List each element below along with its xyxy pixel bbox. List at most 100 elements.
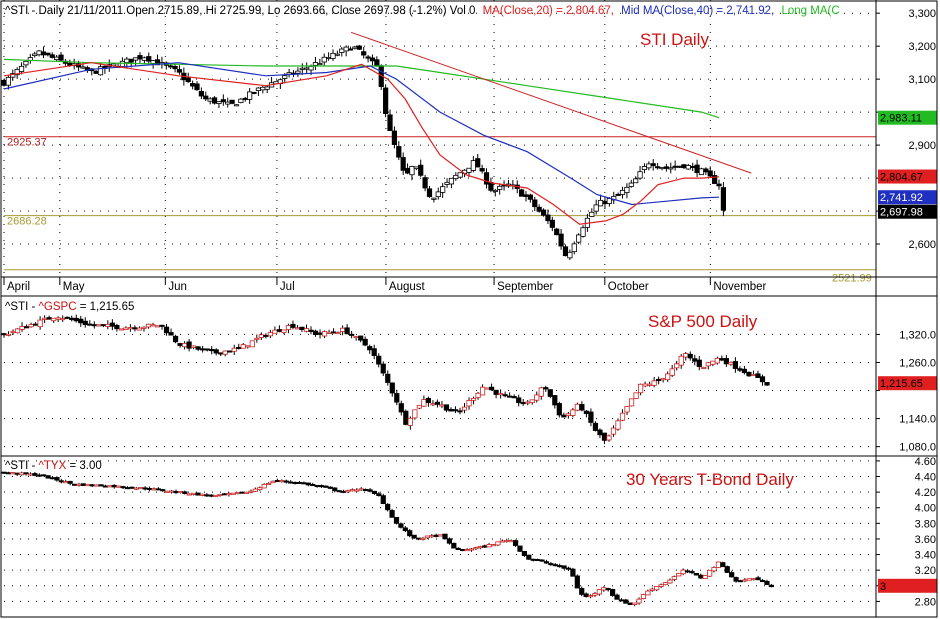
spx-candle-body bbox=[371, 348, 377, 356]
tyx-candle-body bbox=[310, 484, 316, 487]
spx-candle-body bbox=[416, 405, 422, 409]
sti-candle-body bbox=[198, 90, 204, 97]
sti-candle-body bbox=[141, 57, 147, 61]
tyx-candle-body bbox=[680, 569, 686, 575]
sti-candle-body bbox=[580, 227, 586, 237]
tyx-candle-body bbox=[420, 537, 426, 540]
spx-candle-body bbox=[236, 346, 242, 349]
sti-candle-body bbox=[703, 168, 709, 173]
tyx-candle-body bbox=[23, 472, 29, 475]
tyx-candle-body bbox=[751, 578, 757, 581]
spx-candle-body bbox=[502, 394, 508, 397]
spx-candle-body bbox=[245, 345, 251, 348]
tyx-candle-body bbox=[380, 495, 386, 505]
sti-candle-body bbox=[470, 160, 476, 171]
sti-candle-body bbox=[571, 243, 577, 253]
tyx-candle-body bbox=[327, 486, 333, 489]
tyx-candle-body bbox=[654, 585, 660, 591]
sti-candle-body bbox=[23, 60, 29, 66]
sti-candle-body bbox=[483, 172, 490, 185]
sti-value-tag-label: 2,983.11 bbox=[880, 113, 922, 125]
sti-candle-body bbox=[97, 66, 104, 76]
tyx-candle-body bbox=[579, 588, 585, 595]
tyx-candle-body bbox=[684, 570, 691, 573]
tyx-candle-body bbox=[460, 549, 466, 552]
spx-candle-body bbox=[60, 318, 66, 321]
spx-candle-body bbox=[728, 361, 734, 365]
spx-candle-body bbox=[23, 326, 30, 329]
spx-candle-body bbox=[227, 350, 233, 353]
tyx-candle-body bbox=[671, 576, 677, 580]
tyx-candle-body bbox=[345, 490, 351, 493]
tyx-candle-body bbox=[512, 540, 519, 546]
sti-candle-body bbox=[54, 56, 60, 61]
spx-candle-body bbox=[470, 397, 477, 401]
tyx-candle-body bbox=[623, 599, 629, 604]
spx-candle-body bbox=[69, 317, 75, 321]
spx-candle-body bbox=[403, 410, 409, 425]
tyx-candle-body bbox=[402, 527, 408, 532]
spx-candle-body bbox=[73, 317, 79, 322]
spx-candle-body bbox=[204, 348, 210, 351]
tyx-candle-body bbox=[504, 539, 510, 542]
spx-candle-body bbox=[764, 382, 770, 386]
tyx-candle-body bbox=[142, 487, 148, 490]
tyx-candle-body bbox=[521, 550, 527, 556]
spx-candle-body bbox=[105, 323, 111, 327]
spx-candle-body bbox=[321, 331, 328, 337]
tyx-candle-body bbox=[146, 488, 153, 491]
spx-candle-body bbox=[516, 397, 522, 404]
tyx-candle-body bbox=[711, 567, 717, 572]
tyx-candle-body bbox=[226, 492, 232, 496]
sti-candle-body bbox=[146, 56, 152, 62]
tyx-candle-body bbox=[693, 573, 699, 576]
spx-candle-body bbox=[511, 396, 517, 399]
sti-candle-body bbox=[646, 163, 652, 169]
spx-candle-body bbox=[1, 333, 7, 336]
tyx-candle-body bbox=[746, 578, 752, 581]
tyx-candle-body bbox=[407, 530, 413, 537]
sti-candle-body bbox=[137, 55, 143, 60]
sti-candle-body bbox=[347, 48, 354, 51]
spx-candle-body bbox=[141, 326, 147, 329]
spx-candle-body bbox=[479, 386, 486, 396]
tyx-value-tag-label: 3 bbox=[880, 581, 886, 593]
sti-candle-body bbox=[190, 83, 196, 87]
spx-candle-body bbox=[96, 324, 102, 327]
sti-candle-body bbox=[220, 99, 226, 103]
spx-candle-body bbox=[362, 338, 368, 346]
spx-candle-body bbox=[570, 409, 576, 416]
sti-candle-body bbox=[655, 166, 661, 169]
tyx-candle-body bbox=[288, 481, 294, 484]
tyx-candle-body bbox=[424, 535, 430, 539]
spx-candle-body bbox=[82, 320, 88, 325]
tyx-candle-body bbox=[565, 567, 572, 570]
sti-candle-body bbox=[330, 52, 336, 59]
tyx-candle-body bbox=[438, 534, 444, 537]
tyx-candle-body bbox=[76, 483, 82, 486]
tyx-candle-body bbox=[129, 486, 135, 489]
sti-candle-body bbox=[282, 75, 288, 79]
sti-value-tag bbox=[878, 190, 937, 205]
sti-candle-body bbox=[1, 80, 7, 86]
tyx-candle-body bbox=[138, 487, 144, 490]
tyx-candle-body bbox=[204, 494, 210, 497]
tyx-candle-body bbox=[191, 492, 197, 495]
spx-candle-body bbox=[552, 395, 558, 406]
spx-candle-body bbox=[376, 355, 382, 365]
sti-month-label: August bbox=[389, 281, 426, 293]
sti-value-tag-label: 2,697.98 bbox=[880, 207, 923, 219]
tyx-candle-body bbox=[768, 584, 774, 588]
sti-candle-body bbox=[633, 178, 639, 184]
sti-candle-body bbox=[448, 177, 455, 185]
sti-level-label: 2686.28 bbox=[7, 216, 47, 228]
tyx-candle-body bbox=[133, 487, 139, 490]
spx-candle-body bbox=[656, 378, 662, 382]
sti-ytick-label: 3,300 bbox=[908, 8, 936, 20]
tyx-candle-body bbox=[14, 472, 20, 475]
spx-candle-body bbox=[619, 412, 626, 421]
sti-candle-body bbox=[545, 214, 551, 222]
spx-candle-body bbox=[660, 378, 666, 381]
tyx-candle-body bbox=[85, 483, 91, 487]
tyx-candle-body bbox=[111, 484, 117, 488]
